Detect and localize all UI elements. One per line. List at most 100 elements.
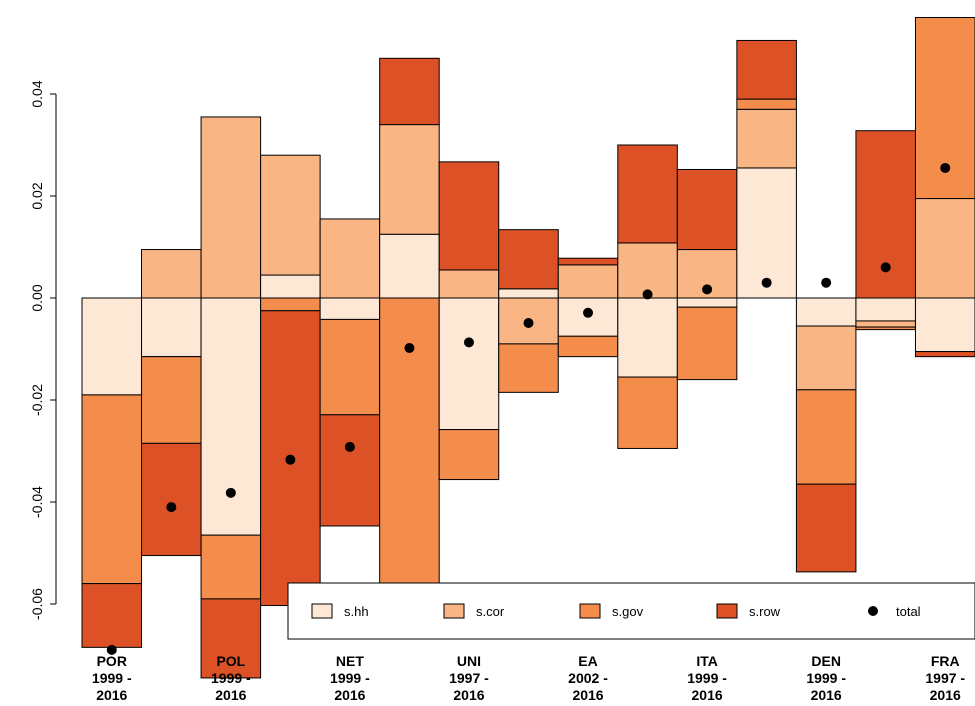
x-category-period: 2016 (930, 687, 961, 703)
bar-segment-s-cor (617, 242, 678, 299)
bar-segment-s-gov (319, 318, 381, 416)
x-category-period: 2016 (572, 687, 603, 703)
x-category-period: 1999 - (687, 670, 727, 686)
x-category-period: 1997 - (925, 670, 965, 686)
bars-layer (81, 17, 975, 679)
x-category-country: FRA (931, 653, 960, 669)
legend-swatch (579, 603, 601, 619)
legend-item-s-hh: s.hh (311, 603, 369, 619)
bar-segment-s-hh (81, 297, 143, 396)
bar-segment-s-row (795, 483, 857, 573)
bar-segment-s-cor (438, 269, 500, 299)
legend-label: s.hh (344, 604, 369, 619)
y-tick-label: 0.00 (29, 284, 45, 311)
x-category-period: 2016 (215, 687, 246, 703)
x-category-country: ITA (696, 653, 718, 669)
bar-segment-s-row (736, 39, 797, 100)
total-dot (404, 342, 415, 353)
bar-segment-s-hh (319, 297, 381, 320)
legend-swatch (311, 603, 333, 619)
y-tick-label: 0.02 (29, 182, 45, 209)
legend-item-s-gov: s.gov (579, 603, 644, 619)
bar-segment-s-hh (795, 297, 857, 327)
total-dot (761, 277, 772, 288)
bar-segment-s-cor (379, 124, 440, 235)
bar-segment-s-row (438, 161, 500, 271)
total-dots-layer (106, 162, 951, 655)
legend-label: s.row (749, 604, 781, 619)
y-tick-label: -0.04 (29, 486, 45, 518)
bar-segment-s-cor (557, 264, 619, 299)
total-dot (523, 317, 534, 328)
legend-item-s-row: s.row (716, 603, 781, 619)
bar-segment-s-gov (438, 429, 500, 481)
x-category-country: UNI (457, 653, 481, 669)
x-category-period: 2016 (96, 687, 127, 703)
bar-segment-s-row (498, 229, 559, 290)
x-category-period: 1999 - (211, 670, 251, 686)
bar-segment-s-hh (914, 297, 975, 353)
bar-segment-s-row (319, 414, 381, 527)
legend-swatch (443, 603, 465, 619)
x-category-country: POR (97, 653, 127, 669)
bar-segment-s-row (81, 583, 143, 648)
total-dot (702, 284, 713, 295)
bar-segment-s-gov (557, 335, 619, 358)
legend-dot-marker (868, 606, 878, 616)
bar-segment-s-hh (617, 297, 678, 378)
x-category-period: 1999 - (806, 670, 846, 686)
bar-segment-s-hh (141, 297, 202, 358)
bar-segment-s-cor (200, 116, 262, 299)
total-dot (642, 289, 653, 300)
total-dot (344, 441, 355, 452)
bar-segment-s-hh (379, 233, 440, 299)
total-dot (166, 502, 177, 513)
bar-segment-s-gov (795, 389, 857, 485)
bar-segment-s-row (141, 442, 202, 557)
legend: s.hh s.cor s.gov s.row total (287, 582, 975, 640)
x-category-period: 1997 - (449, 670, 489, 686)
legend-swatch (716, 603, 738, 619)
bar-segment-s-hh (260, 274, 321, 299)
x-category-country: NET (336, 653, 364, 669)
total-dot (285, 454, 296, 465)
bar-segment-s-gov (617, 376, 678, 449)
bar-segment-s-row (200, 598, 262, 679)
total-dot (821, 277, 832, 288)
bar-segment-s-gov (736, 98, 797, 110)
x-category-period: 2016 (334, 687, 365, 703)
bar-segment-s-hh (200, 297, 262, 536)
x-category-period: 1999 - (330, 670, 370, 686)
legend-label: s.gov (612, 604, 644, 619)
bar-segment-s-hh (438, 297, 500, 431)
bar-segment-s-hh (855, 297, 916, 322)
x-category-country: DEN (811, 653, 841, 669)
x-category-period: 2016 (811, 687, 842, 703)
bar-segment-s-row (379, 57, 440, 126)
total-dot (225, 487, 236, 498)
x-category-period: 2016 (692, 687, 723, 703)
x-category-country: EA (578, 653, 597, 669)
bar-segment-s-cor (855, 320, 916, 328)
bar-segment-s-gov (676, 306, 738, 381)
total-dot (880, 262, 891, 273)
bar-segment-s-hh (736, 167, 797, 299)
bar-segment-s-gov (498, 343, 559, 393)
bar-segment-s-cor (736, 108, 797, 169)
x-category-period: 2016 (453, 687, 484, 703)
bar-segment-s-row (914, 351, 975, 358)
legend-box (287, 582, 975, 640)
bar-segment-s-cor (141, 249, 202, 299)
bar-segment-s-hh (676, 297, 738, 308)
bar-segment-s-gov (81, 394, 143, 585)
bar-segment-s-gov (200, 534, 262, 600)
